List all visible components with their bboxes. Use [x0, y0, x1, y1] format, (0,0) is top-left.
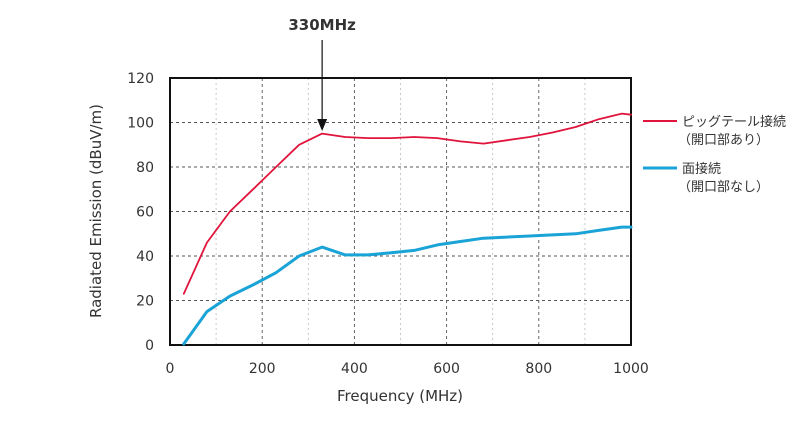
- series-line-2: [182, 225, 633, 346]
- y-tick-label: 60: [136, 205, 154, 221]
- y-axis-label: Radiated Emission (dBuV/m): [87, 104, 105, 318]
- y-tick-label: 20: [136, 294, 154, 310]
- x-tick-label: 0: [166, 361, 175, 377]
- legend-label-series-2-line1: 面接続: [682, 161, 721, 177]
- legend: ピッグテール接続 （開口部あり） 面接続 （開口部なし）: [643, 114, 786, 195]
- series-line-1: [182, 112, 632, 295]
- x-tick-label: 600: [433, 361, 460, 377]
- grid: [170, 78, 631, 345]
- x-tick-label: 1000: [613, 361, 649, 377]
- y-tick-label: 80: [136, 160, 154, 176]
- x-axis-label: Frequency (MHz): [337, 387, 463, 405]
- legend-label-series-2-line2: （開口部なし）: [678, 180, 769, 195]
- x-tick-label: 400: [341, 361, 368, 377]
- legend-label-series-1-line1: ピッグテール接続: [682, 114, 786, 130]
- x-tick-label: 200: [249, 361, 276, 377]
- x-axis-ticks: 0 200 400 600 800 1000: [166, 361, 649, 377]
- annotation-label: 330MHz: [288, 16, 356, 34]
- y-tick-label: 40: [136, 249, 154, 265]
- y-axis-ticks: 0 20 40 60 80 100 120: [127, 71, 154, 354]
- series-layer: [182, 112, 633, 346]
- y-tick-label: 100: [127, 116, 154, 132]
- x-tick-label: 800: [525, 361, 552, 377]
- annotation-arrow-head: [317, 119, 328, 131]
- legend-label-series-1-line2: （開口部あり）: [678, 133, 769, 148]
- plot-frame: [169, 77, 632, 346]
- y-tick-label: 0: [145, 338, 154, 354]
- y-tick-label: 120: [127, 71, 154, 87]
